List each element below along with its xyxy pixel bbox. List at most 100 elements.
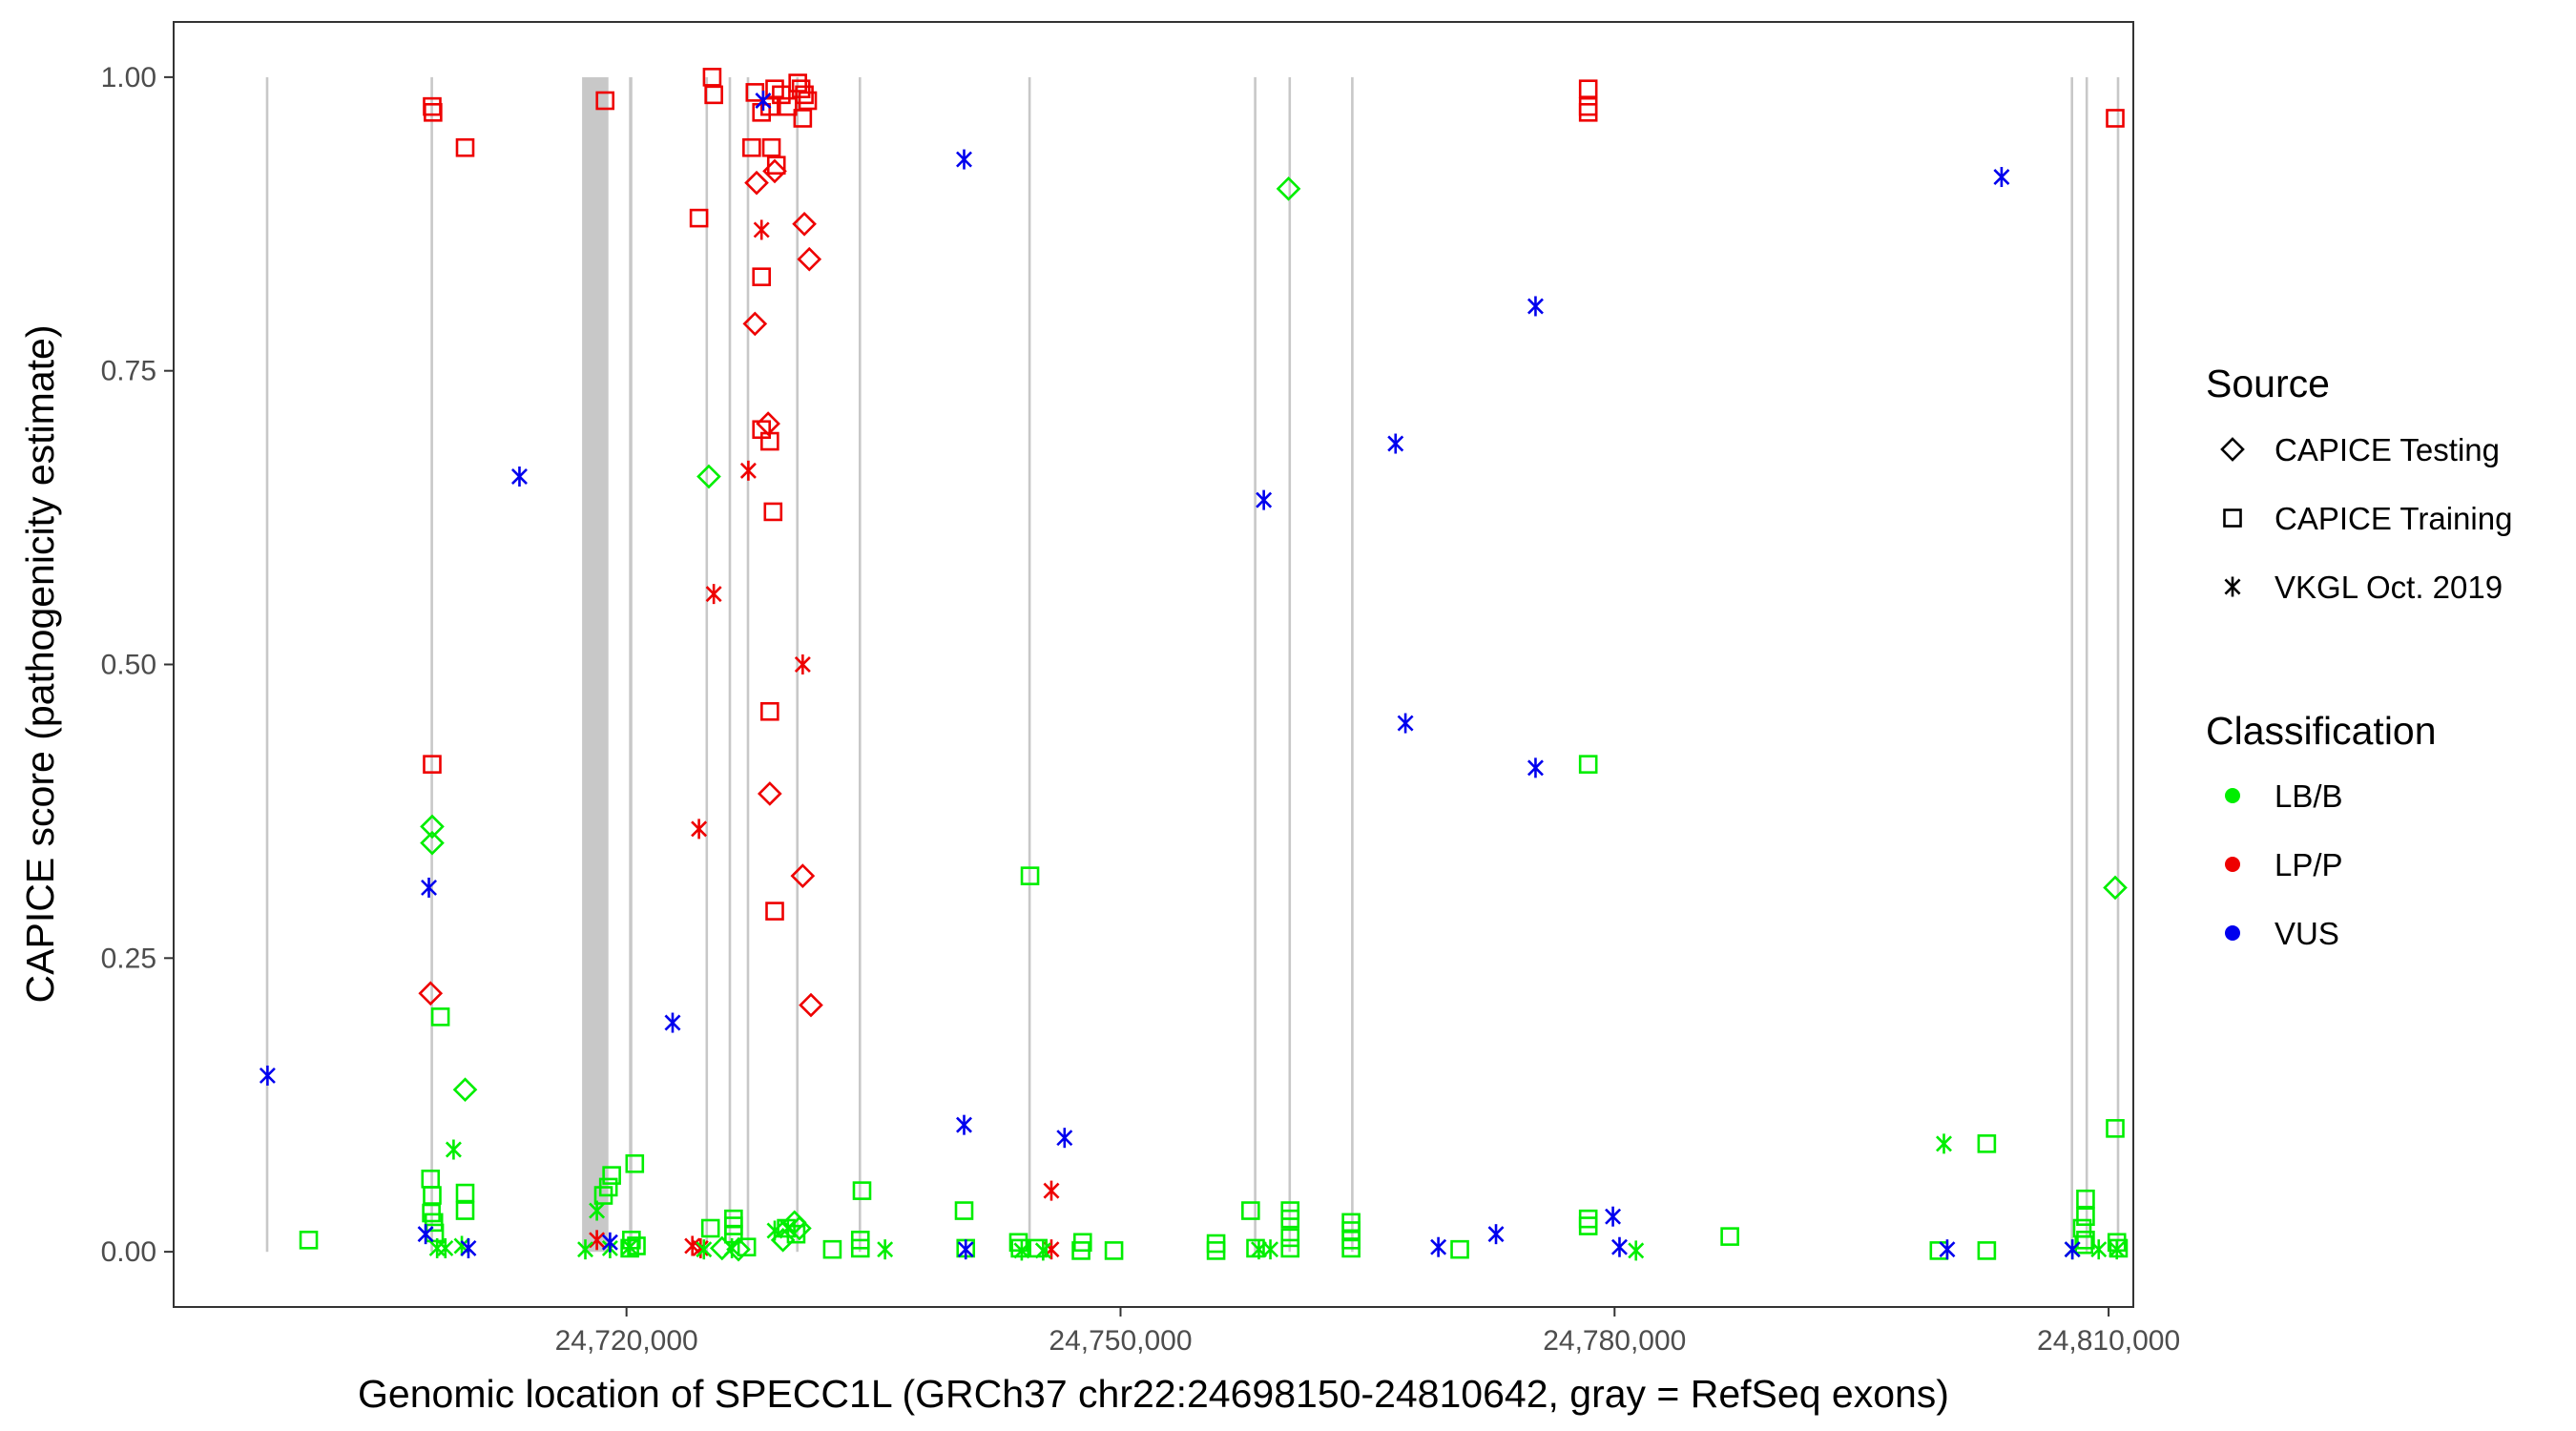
data-point-s0-2	[455, 137, 475, 157]
legend-classification-title: Classification	[2206, 709, 2437, 753]
data-point-s0-26	[765, 902, 784, 921]
data-point-s4-48	[1206, 1241, 1226, 1260]
data-point-s0-1	[424, 103, 443, 122]
data-point-s0-16	[793, 109, 813, 128]
data-point-s4-45	[1071, 1241, 1091, 1260]
data-point-s4-18	[2076, 1189, 2095, 1209]
exon-band-2	[582, 76, 609, 1253]
data-point-s5-13	[877, 1239, 894, 1260]
data-point-s6-7	[1527, 296, 1544, 317]
data-point-s4-42	[1008, 1233, 1028, 1253]
data-point-s2-3	[794, 654, 811, 674]
exon-band-7	[796, 76, 799, 1253]
data-point-s4-3	[422, 1203, 441, 1223]
data-point-s0-25	[760, 701, 779, 721]
data-point-s0-10	[765, 79, 784, 98]
data-point-s1-8	[799, 992, 823, 1018]
data-point-s2-0	[753, 219, 770, 240]
data-point-s0-17	[779, 96, 798, 116]
y-tick-label-3: 0.75	[101, 356, 156, 387]
data-point-s6-16	[601, 1232, 618, 1253]
data-point-s6-21	[1610, 1236, 1628, 1257]
data-point-s6-12	[956, 1114, 972, 1135]
legend-source-key-0	[2220, 437, 2245, 462]
exon-band-1	[430, 76, 433, 1253]
data-point-s1-9	[418, 981, 444, 1006]
exon-band-0	[265, 76, 269, 1253]
x-tick-label-3: 24,810,000	[2037, 1325, 2180, 1357]
legend-classification: Classification LB/B LP/P VUS	[2206, 709, 2437, 951]
data-point-s0-3	[595, 91, 615, 111]
data-point-s6-3	[956, 149, 972, 170]
exon-band-10	[1254, 76, 1257, 1253]
data-point-s4-0	[430, 1007, 450, 1027]
data-point-s4-8	[602, 1166, 621, 1185]
data-point-s1-0	[744, 170, 769, 196]
data-point-s6-2	[755, 90, 772, 111]
data-point-s6-5	[1387, 433, 1404, 454]
legend-source-key-1	[2223, 508, 2242, 528]
data-point-s5-16	[1250, 1239, 1267, 1260]
legend-class-label-1: LP/P	[2275, 847, 2343, 882]
exon-band-5	[728, 76, 732, 1253]
y-axis: 0.00 0.25 0.50 0.75 1.00	[101, 62, 174, 1268]
y-axis-title: CAPICE score (pathogenicity estimate)	[18, 325, 62, 1004]
data-point-s4-2	[423, 1186, 442, 1205]
data-point-s4-46	[1104, 1241, 1124, 1260]
data-point-s4-7	[455, 1201, 475, 1220]
legend-class-key-2	[2225, 925, 2240, 941]
data-point-s3-4	[2103, 875, 2128, 901]
data-point-s4-32	[1720, 1227, 1739, 1246]
data-point-s3-0	[1276, 176, 1301, 201]
data-point-s5-21	[2109, 1239, 2126, 1260]
data-point-s0-12	[788, 73, 807, 93]
data-point-s1-4	[742, 311, 768, 337]
data-point-s6-20	[1605, 1206, 1622, 1227]
data-point-s0-5	[704, 85, 723, 105]
data-point-s2-6	[589, 1230, 606, 1251]
data-point-s0-13	[791, 79, 811, 98]
data-point-s6-0	[259, 1065, 276, 1086]
data-point-s4-17	[2106, 1119, 2125, 1138]
data-point-s6-22	[1939, 1239, 1956, 1260]
data-point-s4-61	[822, 1239, 842, 1259]
data-point-s4-53	[1450, 1239, 1469, 1259]
data-point-s0-18	[742, 137, 761, 157]
data-point-s4-11	[625, 1153, 645, 1173]
legend-source-label-1: CAPICE Training	[2275, 501, 2512, 536]
exon-band-3	[629, 76, 633, 1253]
data-point-s0-14	[795, 85, 814, 105]
data-point-s0-21	[752, 267, 772, 286]
data-point-s6-9	[1993, 167, 2010, 188]
data-point-s4-19	[2076, 1207, 2095, 1226]
data-point-s3-2	[420, 814, 445, 840]
data-point-s0-30	[1578, 103, 1598, 122]
data-point-s4-33	[299, 1231, 319, 1250]
data-point-s6-18	[1430, 1236, 1447, 1257]
x-tick-label-2: 24,780,000	[1543, 1325, 1686, 1357]
exon-band-14	[2085, 76, 2088, 1253]
exon-band-6	[746, 76, 750, 1253]
data-point-s1-3	[797, 246, 822, 272]
data-point-s4-43	[1010, 1238, 1029, 1258]
legend-source-key-2	[2224, 576, 2241, 597]
exon-band-9	[1028, 76, 1031, 1253]
data-point-s5-10	[621, 1236, 638, 1257]
data-point-s5-11	[696, 1239, 713, 1260]
data-point-s1-7	[790, 863, 816, 888]
data-point-s6-19	[1487, 1224, 1505, 1245]
data-point-s4-4	[424, 1213, 444, 1233]
data-point-s4-49	[1246, 1238, 1265, 1258]
data-point-s2-1	[739, 460, 757, 481]
data-point-s6-23	[2064, 1239, 2081, 1260]
data-point-s6-13	[1056, 1128, 1073, 1149]
data-point-s4-60	[737, 1237, 757, 1257]
data-point-s4-34	[700, 1218, 720, 1238]
legend-class-label-2: VUS	[2275, 916, 2339, 951]
exon-band-4	[705, 76, 709, 1253]
exon-band-8	[859, 76, 862, 1253]
data-point-s4-22	[852, 1181, 872, 1200]
data-point-s1-2	[792, 211, 817, 237]
